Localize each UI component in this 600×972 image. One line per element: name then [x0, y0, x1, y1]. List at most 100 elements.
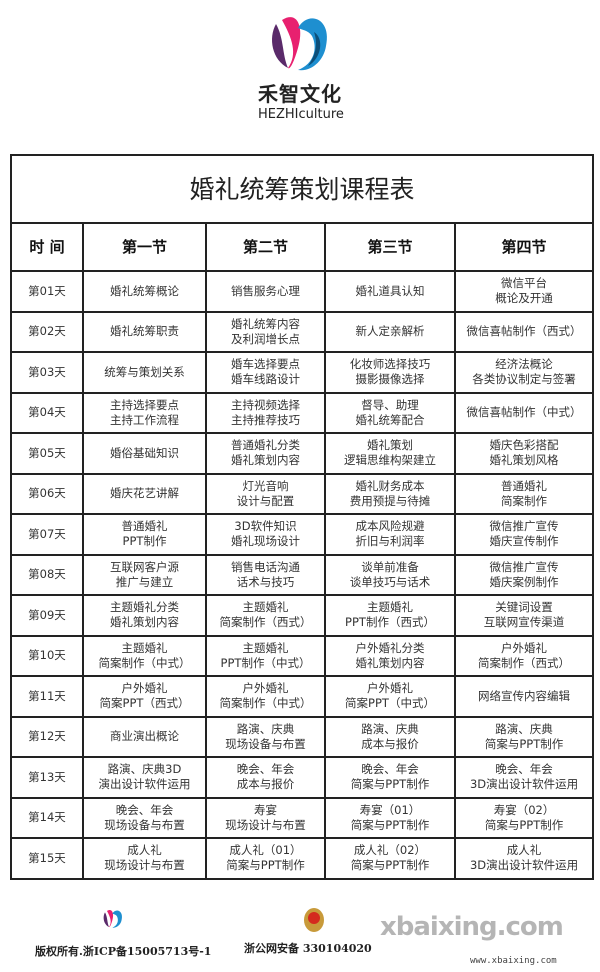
watermark: xbaixing.com	[380, 912, 564, 942]
lesson-line: 户外婚礼	[121, 681, 168, 696]
lesson-cell: 经济法概论 各类协议制定与签署	[453, 351, 595, 394]
lesson-line: 简案PPT（西式）	[99, 696, 190, 711]
lesson-cell: 商业演出概论	[82, 715, 207, 758]
lesson-line: 话术与技巧	[236, 574, 295, 589]
column-header: 第二节	[205, 222, 326, 272]
lesson-cell: 寿宴（02） 简案与PPT制作	[453, 796, 595, 839]
day-cell: 第08天	[10, 553, 84, 596]
lesson-line: 微信喜帖制作（中式）	[466, 405, 582, 420]
lesson-cell: 成本风险规避 折旧与利润率	[324, 513, 456, 556]
lesson-line: 路演、庆典	[495, 721, 553, 736]
table-row: 第02天 婚礼统筹职责 婚礼统筹内容 及利润增长点 新人定亲解析 微信喜帖制作（西式）	[10, 310, 595, 353]
day-cell: 第03天	[10, 351, 84, 394]
table-row: 第10天 主题婚礼 简案制作（中式） 主题婚礼 PPT制作（中式） 户外婚礼分类 婚礼策划内…	[10, 634, 595, 677]
lesson-cell: 统筹与策划关系	[82, 351, 207, 394]
day-cell: 第10天	[10, 634, 84, 677]
lesson-cell: 灯光音响 设计与配置	[205, 472, 326, 515]
lesson-cell: 户外婚礼 简案PPT（中式）	[324, 675, 456, 718]
lesson-line: 微信喜帖制作（西式）	[466, 324, 582, 339]
lesson-cell: 成人礼（01） 简案与PPT制作	[205, 837, 326, 880]
lesson-line: 及利润增长点	[231, 331, 300, 346]
lesson-line: 婚车线路设计	[231, 372, 300, 387]
logo-mark-icon	[268, 8, 332, 74]
day-cell: 第12天	[10, 715, 84, 758]
lesson-cell: 主题婚礼分类 婚礼策划内容	[82, 594, 207, 637]
lesson-line: 简案与PPT制作	[484, 817, 564, 832]
lesson-line: 微信推广宣传	[489, 519, 559, 534]
lesson-cell: 晚会、年会 成本与报价	[205, 756, 326, 799]
lesson-cell: 晚会、年会 简案与PPT制作	[324, 756, 456, 799]
lesson-cell: 婚礼统筹概论	[82, 270, 207, 313]
lesson-line: 晚会、年会	[361, 762, 419, 777]
footer-logo-icon	[103, 910, 122, 928]
lesson-cell: 婚俗基础知识	[82, 432, 207, 475]
lesson-line: 互联网宣传渠道	[483, 615, 565, 630]
lesson-cell: 婚礼策划 逻辑思维构架建立	[324, 432, 456, 475]
lesson-line: 简案与PPT制作	[350, 858, 430, 873]
table-row: 第14天 晚会、年会 现场设备与布置 寿宴 现场设计与布置 寿宴（01） 简案与PPT制作寿…	[10, 796, 595, 839]
lesson-line: 户外婚礼	[501, 640, 548, 655]
lesson-cell: 微信推广宣传 婚庆宣传制作	[453, 513, 595, 556]
lesson-line: 演出设计软件运用	[98, 777, 191, 792]
lesson-line: 主持选择要点	[110, 397, 179, 412]
lesson-line: 户外婚礼	[242, 681, 289, 696]
lesson-line: 微信推广宣传	[489, 559, 559, 574]
lesson-line: 关键词设置	[495, 600, 553, 615]
lesson-line: 户外婚礼	[367, 681, 413, 696]
lesson-cell: 主题婚礼 简案制作（西式）	[205, 594, 326, 637]
lesson-cell: 微信推广宣传 婚庆案例制作	[453, 553, 595, 596]
lesson-line: 简案PPT（中式）	[345, 696, 435, 711]
lesson-cell: 户外婚礼 简案PPT（西式）	[82, 675, 207, 718]
lesson-line: 主持工作流程	[110, 412, 179, 427]
lesson-line: 互联网客户源	[110, 559, 179, 574]
lesson-cell: 成人礼 现场设计与布置	[82, 837, 207, 880]
table-row: 第05天 婚俗基础知识 普通婚礼分类 婚礼策划内容 婚礼策划 逻辑思维构架建立 婚庆色彩搭配…	[10, 432, 595, 475]
course-schedule-table: 婚礼统筹策划课程表 时 间第一节 第二节 第三节 第四节 第01天 婚礼统筹概论 销售服务…	[9, 154, 595, 880]
lesson-line: 寿宴（02）	[493, 802, 555, 817]
lesson-line: 普通婚礼	[121, 519, 168, 534]
lesson-cell: 婚庆色彩搭配 婚礼策划风格	[453, 432, 595, 475]
lesson-line: 化妆师选择技巧	[349, 357, 431, 372]
lesson-cell: 普通婚礼 PPT制作	[82, 513, 207, 556]
lesson-line: 婚庆案例制作	[489, 574, 559, 589]
lesson-line: 经济法概论	[495, 357, 553, 372]
lesson-cell: 微信平台 概论及开通	[453, 270, 595, 313]
day-cell: 第09天	[10, 594, 84, 637]
lesson-line: 婚礼策划内容	[231, 453, 300, 468]
lesson-line: 费用预提与待摊	[349, 493, 431, 508]
lesson-line: 简案与PPT制作	[226, 858, 305, 873]
lesson-line: 简案制作（中式）	[98, 655, 191, 670]
lesson-cell: 新人定亲解析	[324, 310, 456, 353]
lesson-line: 摄影摄像选择	[355, 372, 425, 387]
lesson-cell: 谈单前准备 谈单技巧与话术	[324, 553, 456, 596]
lesson-line: 成人礼	[506, 843, 542, 858]
header-row: 时 间第一节 第二节 第三节 第四节	[10, 222, 595, 272]
lesson-line: 现场设计与布置	[104, 858, 185, 873]
lesson-line: 设计与配置	[236, 493, 295, 508]
lesson-line: 晚会、年会	[236, 762, 295, 777]
lesson-line: 婚礼统筹概论	[110, 283, 179, 298]
table-row: 第06天 婚庆花艺讲解 灯光音响 设计与配置 婚礼财务成本 费用预提与待摊 普通婚礼 简案制作	[10, 472, 595, 515]
lesson-line: 督导、助理	[361, 397, 419, 412]
lesson-line: 婚礼策划内容	[355, 655, 425, 670]
brand-name-en: HEZHIculture	[258, 107, 344, 122]
lesson-line: 婚礼现场设计	[231, 534, 300, 549]
table-title: 婚礼统筹策划课程表	[9, 154, 595, 224]
lesson-line: 成人礼（02）	[353, 843, 427, 858]
lesson-cell: 主持视频选择 主持推荐技巧	[205, 391, 326, 434]
icp-copyright: 版权所有.浙ICP备15005713号-1	[35, 945, 212, 958]
lesson-line: 成本风险规避	[355, 519, 425, 534]
lesson-line: 主题婚礼	[242, 640, 289, 655]
lesson-line: 主题婚礼	[121, 640, 168, 655]
lesson-cell: 婚礼财务成本 费用预提与待摊	[324, 472, 456, 515]
lesson-cell: 成人礼（02） 简案与PPT制作	[324, 837, 456, 880]
lesson-line: 简案制作（西式）	[219, 615, 312, 630]
lesson-line: 3D演出设计软件运用	[469, 858, 579, 873]
lesson-line: 普通婚礼	[501, 478, 548, 493]
lesson-line: 逻辑思维构架建立	[344, 453, 436, 468]
lesson-line: 成人礼	[127, 843, 162, 858]
lesson-line: 简案制作	[501, 493, 548, 508]
lesson-line: 婚庆宣传制作	[489, 534, 559, 549]
lesson-cell: 3D软件知识 婚礼现场设计	[205, 513, 326, 556]
lesson-line: 路演、庆典3D	[107, 762, 182, 777]
